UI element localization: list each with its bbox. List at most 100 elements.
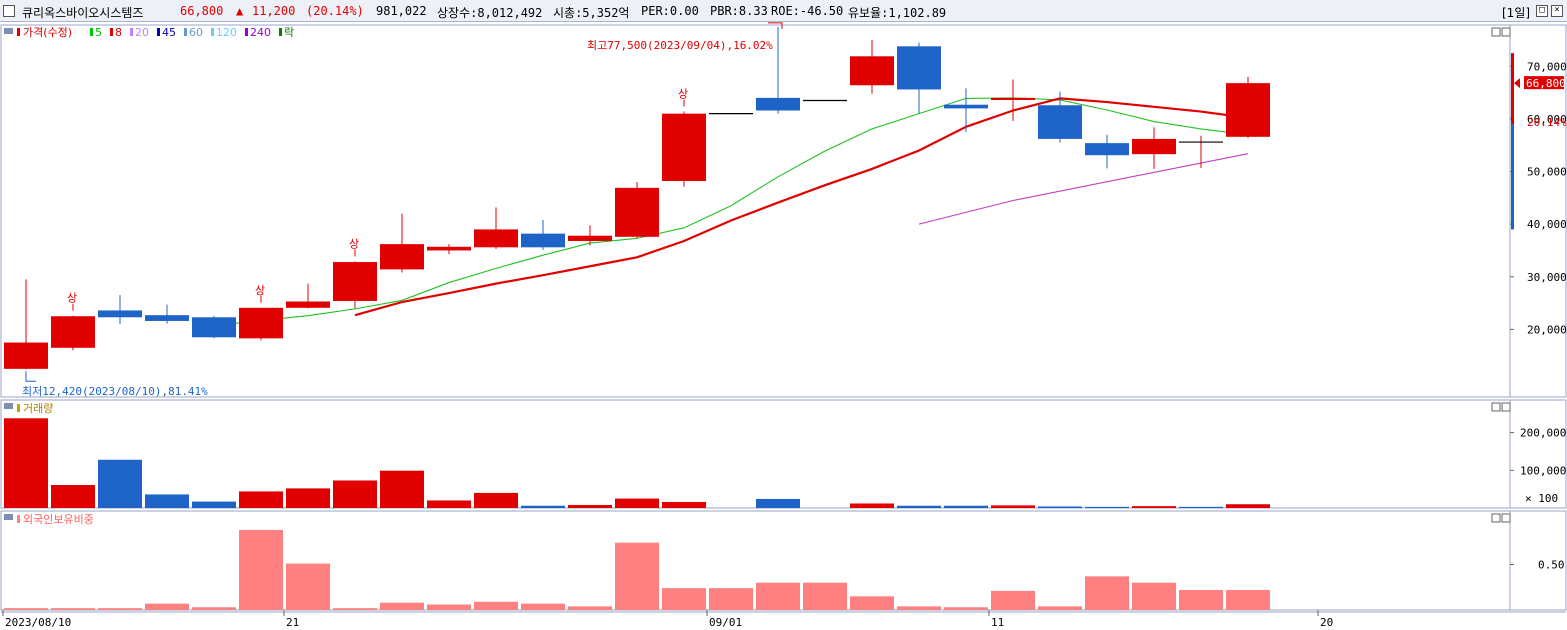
price-range-bar-down (1511, 124, 1514, 230)
foreign-bar (521, 603, 565, 610)
candle-body (380, 244, 424, 270)
moving-average-lines (213, 97, 1249, 327)
candle (1085, 134, 1129, 169)
volume-bar (1132, 506, 1176, 508)
legend-ma-5: 5 (95, 26, 102, 39)
panel-close-icon (1501, 402, 1511, 412)
legend-ma-swatch (130, 28, 133, 36)
foreign-legend: 외국인보유비중 (17, 513, 94, 526)
candle (380, 213, 424, 273)
foreign-bar (1226, 589, 1270, 610)
current-price-tag-bg (1524, 76, 1564, 90)
foreign-bar (944, 607, 988, 610)
x-tick-label: 11 (991, 616, 1004, 629)
legend-ma-swatch (110, 28, 113, 36)
candle-body (192, 317, 236, 338)
foreign-bar (4, 608, 48, 610)
price-y-tick-label: 70,000 (1527, 60, 1567, 73)
legend-ma-120: 120 (216, 26, 237, 39)
x-tick-label: 09/01 (709, 616, 742, 629)
volume-y-tick-label: 100,000 (1520, 464, 1566, 477)
foreign-bar (991, 590, 1035, 610)
limit-up-mark: 상 (349, 238, 359, 251)
candle-body (615, 187, 659, 237)
foreign-y-axis: 0.50 (1510, 559, 1565, 572)
foreign-bar (239, 529, 283, 610)
volume-bar (1085, 506, 1129, 508)
candle (1132, 127, 1176, 169)
maximize-icon[interactable]: □ (1536, 5, 1548, 17)
price-change: 11,200 (252, 4, 296, 18)
legend-volume: 거래량 (23, 402, 53, 415)
candle (662, 111, 706, 187)
legend-ma-swatch (184, 28, 187, 36)
candle-body (944, 104, 988, 109)
stock-name: 큐리옥스바이오시스템즈 (22, 6, 144, 20)
volume-bar (427, 500, 471, 508)
limit-up-mark: 상 (678, 88, 688, 101)
foreign-bar (662, 588, 706, 610)
volume-bar (991, 505, 1035, 508)
volume-bars (4, 418, 1270, 508)
volume-bar (521, 505, 565, 508)
legend-price: 가격(수정) (23, 26, 72, 39)
foreign-bar (615, 542, 659, 610)
volume-bar (756, 498, 800, 508)
panel-close-icon (1501, 27, 1511, 37)
foreign-bar (803, 582, 847, 610)
candle-body (521, 233, 565, 248)
candle (4, 279, 48, 370)
legend-ma-swatch (245, 28, 248, 36)
volume-bar (286, 488, 330, 508)
period-selector[interactable]: [1일] (1502, 6, 1531, 20)
foreign-bar (1132, 582, 1176, 610)
volume-bar (944, 505, 988, 508)
volume-bar (380, 470, 424, 508)
candle-body (662, 113, 706, 182)
candle (615, 182, 659, 239)
current-price-tag: 66,800 (1526, 77, 1566, 90)
panel-close-icon (1501, 513, 1511, 523)
legend-ma-swatch (211, 28, 214, 36)
candle (991, 79, 1035, 122)
panel-maximize-icon (1491, 513, 1501, 523)
candle (850, 40, 894, 94)
x-axis: 2023/08/10 21 09/01 11 20 (1, 610, 1566, 629)
close-icon[interactable]: × (1551, 5, 1563, 17)
limit-up-mark: 상 (67, 292, 77, 305)
volume-y-axis: 100,000 200,000 (1510, 427, 1566, 477)
volume-bar (474, 492, 518, 508)
legend-ma-8: 8 (115, 26, 122, 39)
low-pointer-icon (25, 371, 36, 382)
candle (98, 295, 142, 325)
listed-shares: 상장수:8,012,492 (437, 6, 543, 20)
legend-ma-swatch (90, 28, 93, 36)
foreign-bar (709, 588, 753, 610)
select-checkbox[interactable] (3, 5, 15, 17)
candle (756, 26, 800, 114)
legend-ma-240: 240 (250, 26, 271, 39)
foreign-bar (756, 582, 800, 610)
volume-bar (662, 501, 706, 508)
panel-maximize-icon (1491, 402, 1501, 412)
volume-bar (333, 480, 377, 508)
candle (427, 244, 471, 255)
high-note: 최고77,500(2023/09/04),16.02% (587, 39, 773, 52)
price-candles (4, 26, 1270, 370)
candle (521, 219, 565, 250)
foreign-bar (380, 602, 424, 610)
price-y-tick-label: 30,000 (1527, 271, 1567, 284)
volume-bar (145, 494, 189, 508)
candle (145, 304, 189, 324)
volume-bar (897, 505, 941, 508)
volume-y-tick-label: 200,000 (1520, 427, 1566, 440)
volume-bar (192, 501, 236, 508)
legend-ma-swatch (157, 28, 160, 36)
candle-body (51, 316, 95, 348)
candle-body (286, 301, 330, 308)
candle (286, 283, 330, 309)
panel-handle-icon (4, 514, 13, 520)
legend-ma-락: 락 (284, 26, 294, 39)
